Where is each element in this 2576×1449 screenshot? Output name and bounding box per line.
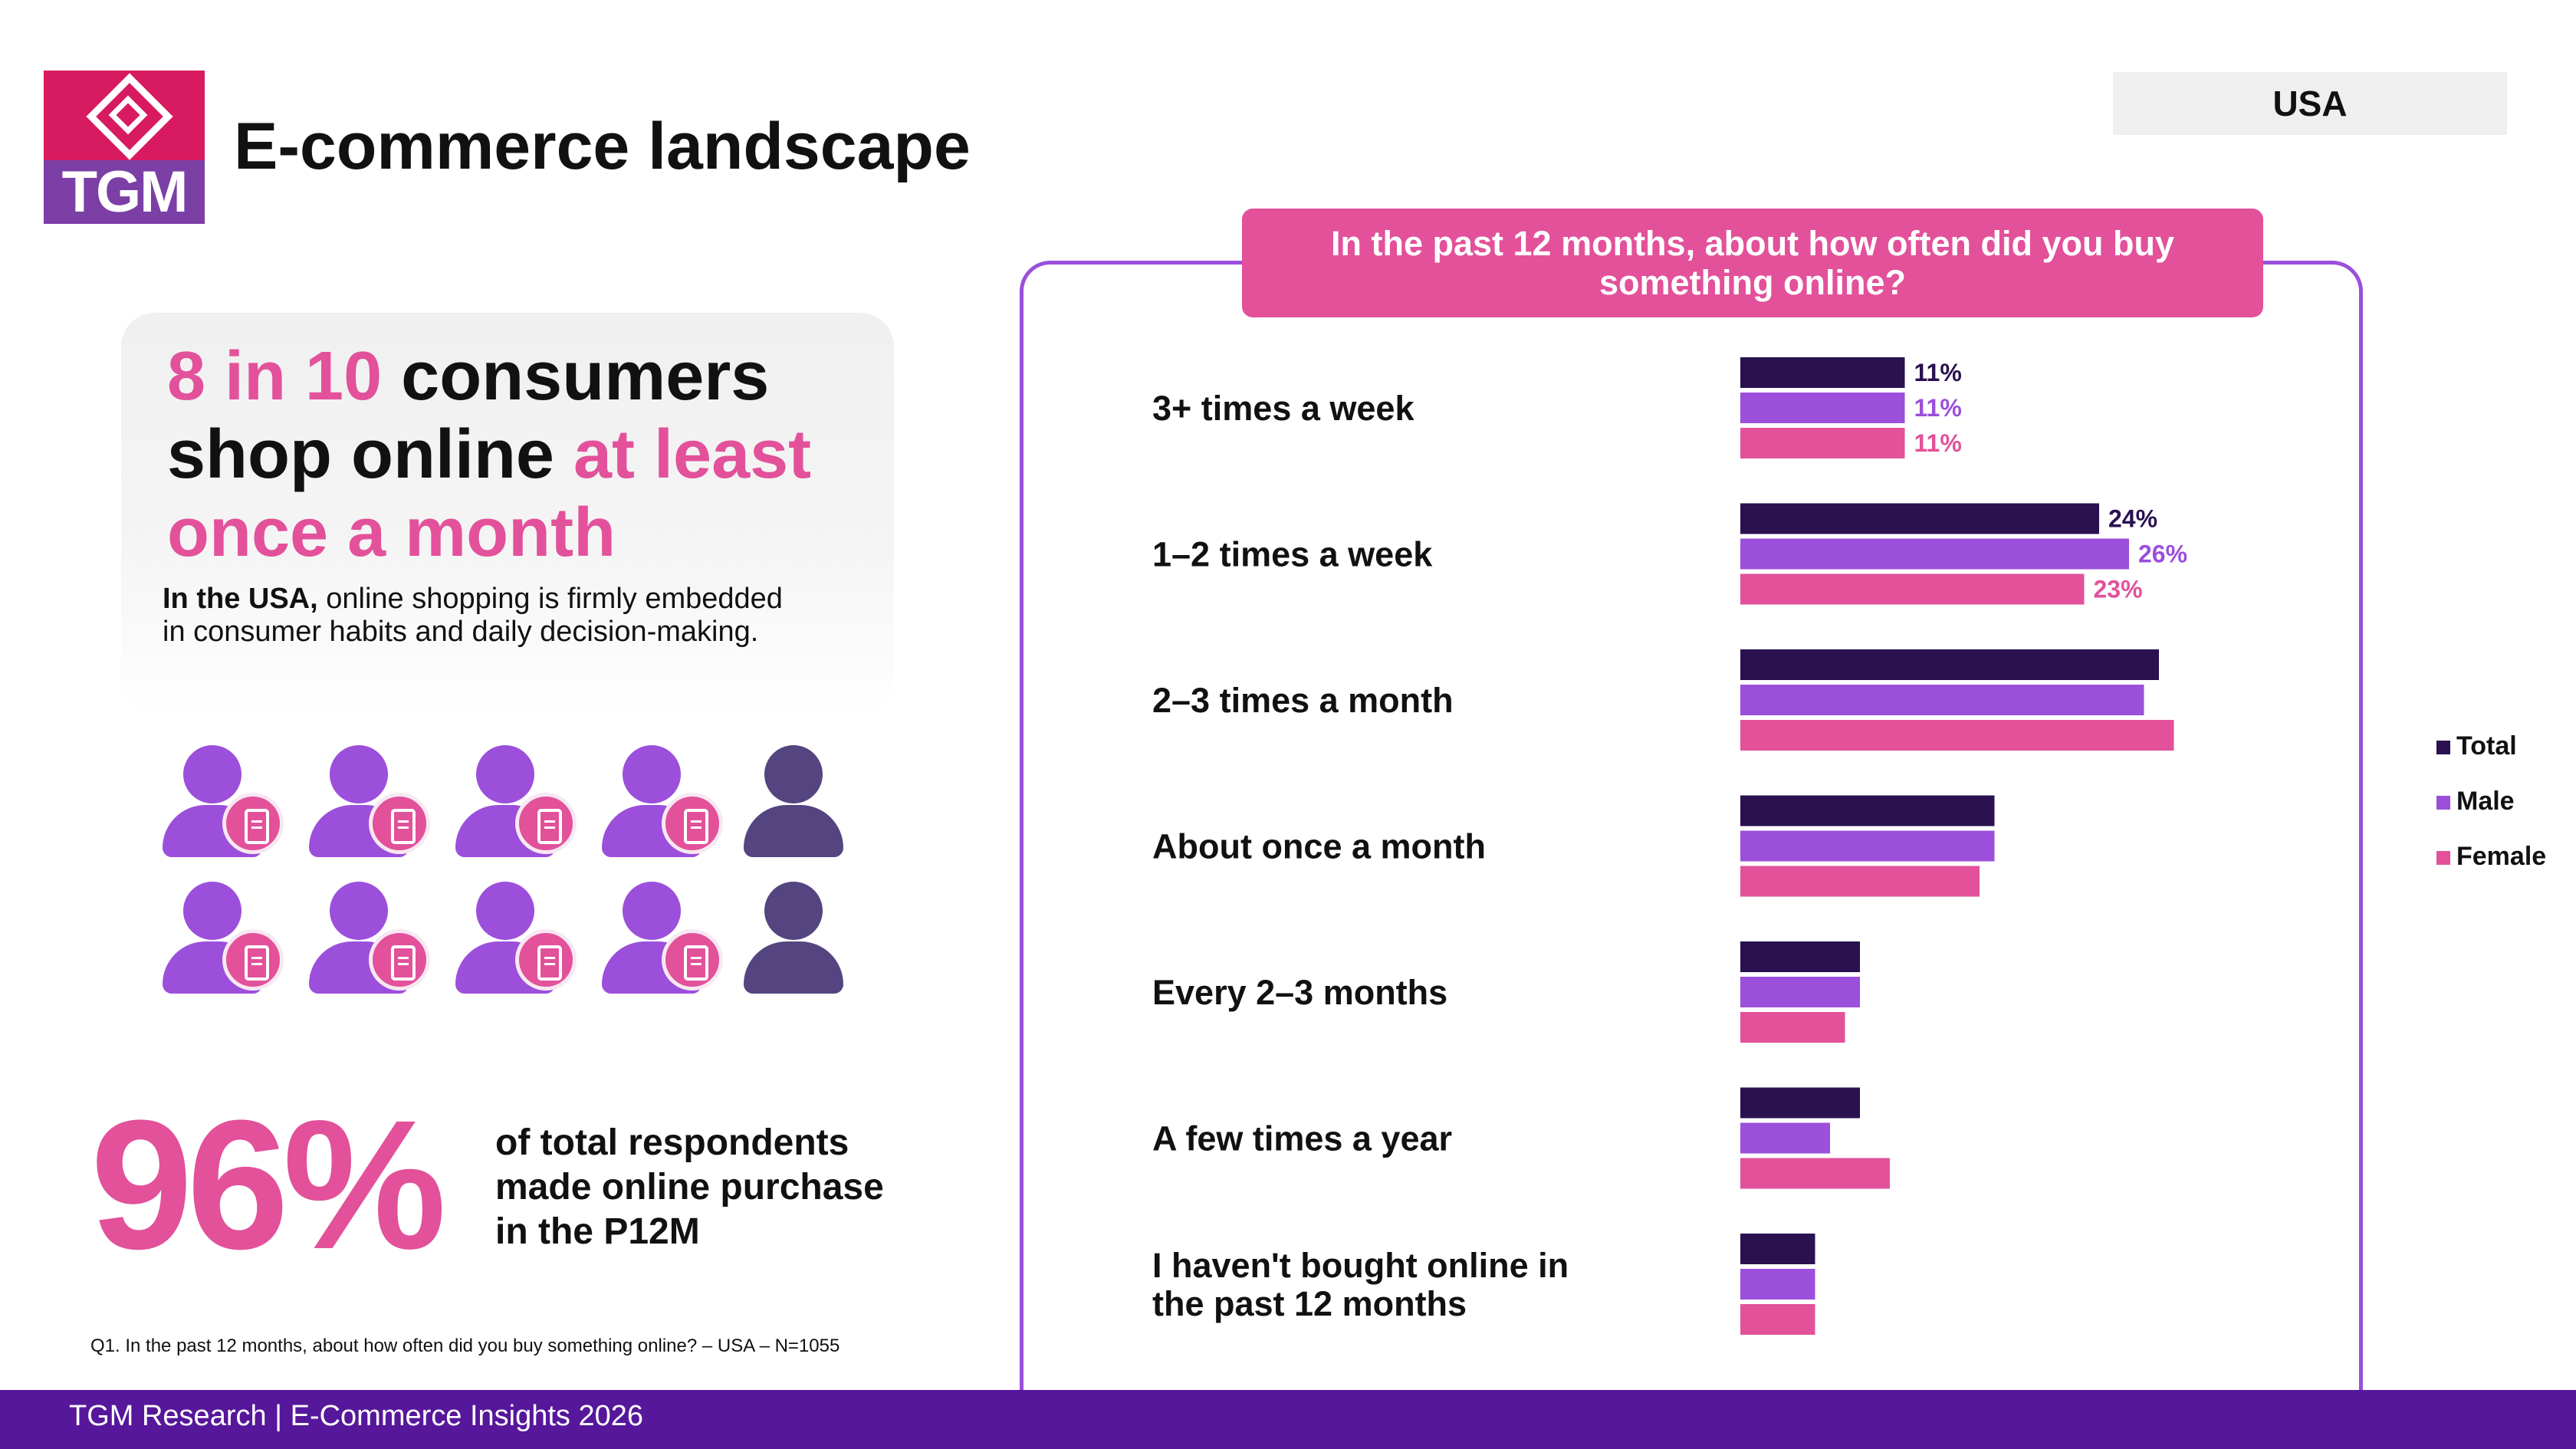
bar-total	[1740, 795, 1995, 826]
headline: 8 in 10 consumers shop online at least o…	[167, 337, 880, 572]
person-buyer-icon	[602, 745, 723, 860]
category-label: 1–2 times a week	[1152, 535, 1433, 574]
bar-female	[1740, 1158, 1890, 1189]
footer-bar	[0, 1390, 2576, 1449]
bar-female	[1740, 1012, 1845, 1043]
bar-total	[1740, 503, 2099, 534]
category-label: About once a month	[1152, 827, 1486, 866]
legend-swatch-female	[2436, 851, 2450, 865]
person-buyer-icon	[309, 882, 430, 997]
data-label-female: 11%	[1914, 429, 1962, 457]
headline-frequency: at least once a month	[167, 416, 812, 571]
legend-label-total: Total	[2456, 731, 2517, 761]
legend-swatch-total	[2436, 741, 2450, 754]
data-label-total: 11%	[1914, 359, 1962, 386]
category-label: 2–3 times a month	[1152, 681, 1454, 720]
person-buyer-icon	[455, 745, 577, 860]
bar-male	[1740, 1122, 1830, 1154]
subtext-rest: online shopping is firmly embedded in co…	[163, 583, 783, 648]
bar-female	[1740, 428, 1905, 458]
subtext-bold: In the USA,	[163, 583, 318, 615]
bar-female	[1740, 720, 2174, 751]
stat-number: 96%	[90, 1082, 446, 1287]
legend-label-female: Female	[2456, 842, 2546, 871]
headline-middle: consumers shop online	[167, 338, 770, 493]
data-label-male: 11%	[1914, 394, 1962, 422]
bar-male	[1740, 830, 1995, 862]
bar-total	[1740, 1087, 1860, 1119]
person-nonbuyer-icon	[744, 882, 843, 997]
headline-subtext: In the USA, online shopping is firmly em…	[163, 583, 791, 649]
person-buyer-icon	[602, 882, 723, 997]
country-badge: USA	[2113, 72, 2507, 135]
page-title: E-commerce landscape	[234, 110, 971, 183]
headline-ratio: 8 in 10	[167, 338, 383, 415]
tgm-logo: TGM	[44, 71, 205, 224]
person-buyer-icon	[309, 745, 430, 860]
data-label-male: 26%	[2138, 540, 2187, 568]
bar-total	[1740, 649, 2159, 680]
category-label: Every 2–3 months	[1152, 973, 1447, 1012]
bar-male	[1740, 1269, 1815, 1300]
data-label-total: 24%	[2108, 505, 2157, 533]
bar-male	[1740, 538, 2129, 570]
bar-total	[1740, 357, 1905, 388]
category-label: 3+ times a week	[1152, 389, 1414, 428]
person-buyer-icon	[455, 882, 577, 997]
bar-female	[1740, 573, 2085, 605]
person-nonbuyer-icon	[744, 745, 843, 860]
footnote: Q1. In the past 12 months, about how oft…	[90, 1336, 840, 1356]
logo-text: TGM	[44, 160, 205, 224]
category-label: I haven't bought online in the past 12 mo…	[1152, 1246, 1569, 1323]
bar-total	[1740, 1234, 1815, 1264]
bar-total	[1740, 941, 1860, 972]
bar-male	[1740, 393, 1905, 423]
footer-text: TGM Research | E-Commerce Insights 2026	[69, 1400, 644, 1432]
bar-female	[1740, 1304, 1815, 1335]
person-buyer-icon	[163, 745, 284, 860]
person-buyer-icon	[163, 882, 284, 997]
legend-swatch-male	[2436, 796, 2450, 810]
headline-card	[121, 313, 894, 715]
category-label: A few times a year	[1152, 1119, 1452, 1158]
bar-male	[1740, 977, 1860, 1007]
logo-diamond-block	[44, 71, 205, 160]
data-label-female: 23%	[2094, 576, 2143, 603]
stat-description: of total respondents made online purchas…	[495, 1122, 884, 1252]
legend-label-male: Male	[2456, 787, 2515, 816]
bar-female	[1740, 866, 1980, 897]
bar-male	[1740, 685, 2144, 715]
chart-title: In the past 12 months, about how often d…	[1242, 209, 2263, 317]
